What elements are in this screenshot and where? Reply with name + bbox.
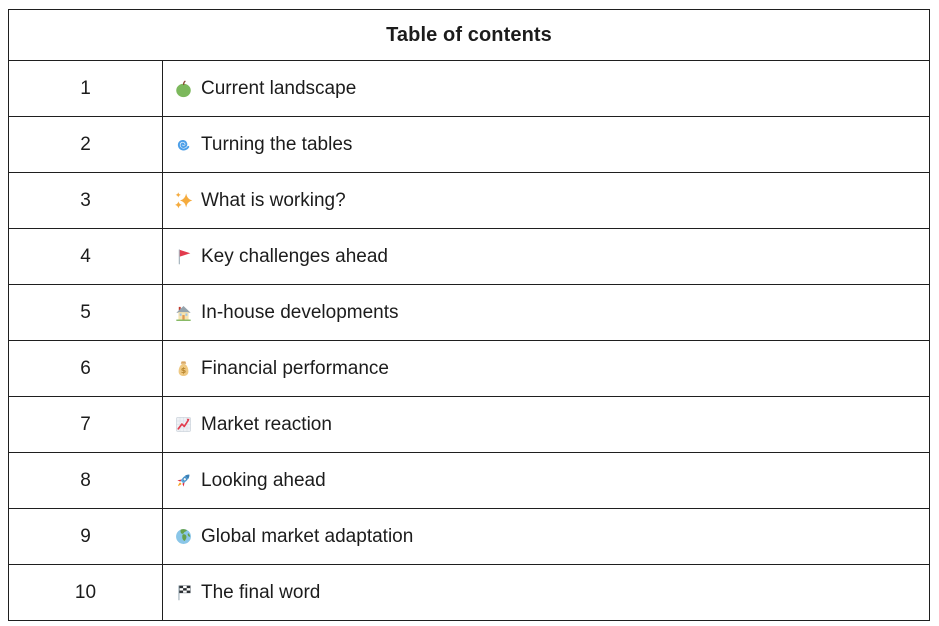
row-title: The final word xyxy=(163,565,929,620)
table-row[interactable]: 1 Current landscape xyxy=(9,61,929,117)
table-row[interactable]: 7 Market reaction xyxy=(9,397,929,453)
house-icon xyxy=(173,302,194,323)
svg-text:$: $ xyxy=(181,366,186,375)
row-label: In-house developments xyxy=(201,301,399,323)
row-label: The final word xyxy=(201,581,321,603)
row-number: 9 xyxy=(9,509,163,564)
cyclone-icon xyxy=(173,134,194,155)
row-label: Financial performance xyxy=(201,357,389,379)
row-label: Global market adaptation xyxy=(201,525,414,547)
row-title: Looking ahead xyxy=(163,453,929,508)
table-row[interactable]: 9 Global market adaptation xyxy=(9,509,929,565)
row-title: Turning the tables xyxy=(163,117,929,172)
row-label: Current landscape xyxy=(201,77,357,99)
row-title: Market reaction xyxy=(163,397,929,452)
row-label: Market reaction xyxy=(201,413,332,435)
row-label: Key challenges ahead xyxy=(201,245,388,267)
table-row[interactable]: 8 Looking ahead xyxy=(9,453,929,509)
table-row[interactable]: 4 Key challenges ahead xyxy=(9,229,929,285)
row-label: Looking ahead xyxy=(201,469,326,491)
row-title: Current landscape xyxy=(163,61,929,116)
row-number: 4 xyxy=(9,229,163,284)
table-row[interactable]: 2 Turning the tables xyxy=(9,117,929,173)
chequered-flag-icon xyxy=(173,582,194,603)
money-bag-icon: $ xyxy=(173,358,194,379)
table-of-contents: Table of contents 1 Current landscape 2 … xyxy=(8,9,930,621)
table-body: 1 Current landscape 2 Turning the tables… xyxy=(9,61,929,620)
green-apple-icon xyxy=(173,78,194,99)
table-title: Table of contents xyxy=(9,10,929,61)
row-title: Key challenges ahead xyxy=(163,229,929,284)
row-number: 3 xyxy=(9,173,163,228)
table-row[interactable]: 10 The final word xyxy=(9,565,929,620)
row-number: 7 xyxy=(9,397,163,452)
row-title: What is working? xyxy=(163,173,929,228)
row-number: 10 xyxy=(9,565,163,620)
row-label: What is working? xyxy=(201,189,346,211)
sparkles-icon xyxy=(173,190,194,211)
table-row[interactable]: 6 $ Financial performance xyxy=(9,341,929,397)
row-number: 1 xyxy=(9,61,163,116)
row-number: 8 xyxy=(9,453,163,508)
row-title: $ Financial performance xyxy=(163,341,929,396)
row-number: 5 xyxy=(9,285,163,340)
table-row[interactable]: 5 In-house developments xyxy=(9,285,929,341)
chart-increasing-icon xyxy=(173,414,194,435)
row-title: In-house developments xyxy=(163,285,929,340)
globe-icon xyxy=(173,526,194,547)
row-label: Turning the tables xyxy=(201,133,353,155)
red-flag-icon xyxy=(173,246,194,267)
rocket-icon xyxy=(173,470,194,491)
row-title: Global market adaptation xyxy=(163,509,929,564)
row-number: 6 xyxy=(9,341,163,396)
row-number: 2 xyxy=(9,117,163,172)
table-row[interactable]: 3 What is working? xyxy=(9,173,929,229)
